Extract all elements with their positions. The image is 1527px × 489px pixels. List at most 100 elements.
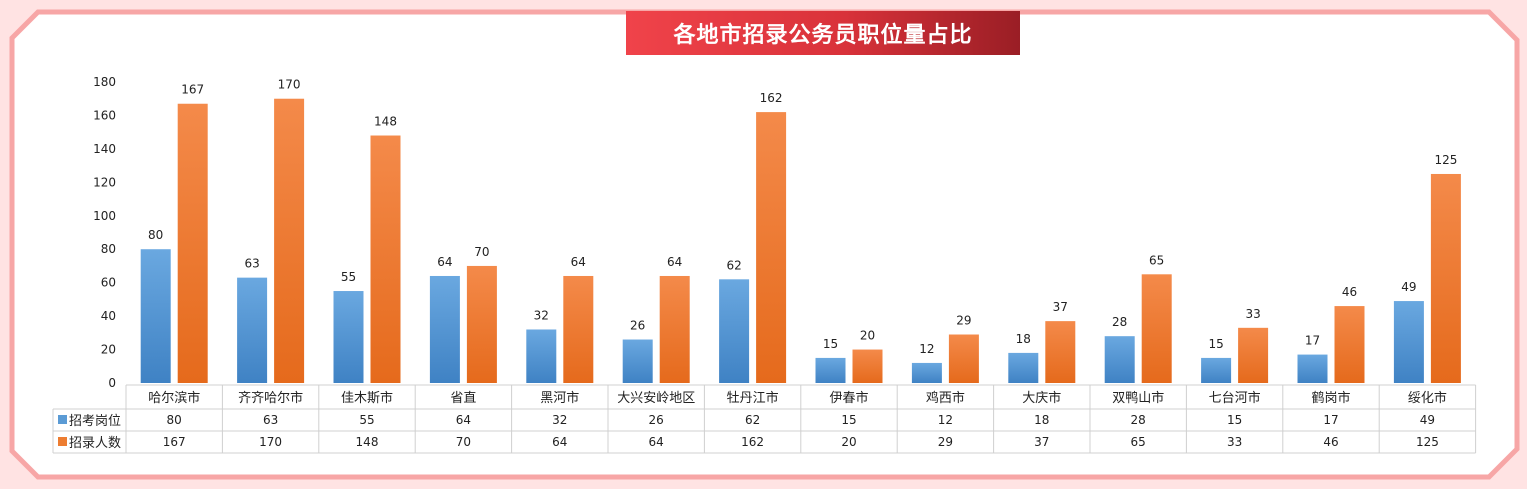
- bar-series1: [1104, 336, 1135, 383]
- bar-series2: [1430, 173, 1461, 383]
- y-axis: 0 20 40 60 80 100 120 140 160 180: [93, 75, 116, 390]
- x-category-label: 双鸭山市: [1112, 390, 1164, 406]
- data-label: 26: [630, 319, 645, 333]
- y-tick-label: 40: [101, 309, 116, 323]
- table-cell: 148: [356, 435, 379, 449]
- table-cell: 55: [359, 413, 374, 427]
- x-category-label: 七台河市: [1209, 390, 1261, 406]
- table-cell: 26: [649, 413, 664, 427]
- table-cell: 64: [456, 413, 471, 427]
- data-label: 12: [919, 342, 934, 356]
- data-label: 55: [341, 270, 356, 284]
- table-cell: 37: [1034, 435, 1049, 449]
- bar-series2: [756, 112, 787, 383]
- table-cell: 29: [938, 435, 953, 449]
- bar-series2: [1238, 327, 1269, 383]
- bar-series1: [815, 357, 846, 383]
- data-label: 63: [244, 257, 259, 271]
- bar-series2: [563, 275, 594, 383]
- data-label: 28: [1112, 315, 1127, 329]
- x-category-label: 鹤岗市: [1311, 390, 1350, 406]
- y-tick-label: 80: [101, 242, 116, 256]
- x-category-label: 大庆市: [1022, 390, 1061, 406]
- legend-swatch: [58, 437, 67, 446]
- table-cell: 46: [1323, 435, 1338, 449]
- data-label: 33: [1245, 307, 1260, 321]
- data-label: 64: [571, 255, 586, 269]
- bar-series2: [1334, 306, 1365, 383]
- bar-series1: [237, 277, 268, 383]
- x-category-label: 齐齐哈尔市: [238, 390, 303, 406]
- table-cell: 32: [552, 413, 567, 427]
- data-label: 20: [860, 329, 875, 343]
- legend-label: 招考岗位: [69, 414, 121, 429]
- bar-series2: [274, 98, 305, 383]
- chart-title: 各地市招录公务员职位量占比: [626, 11, 1020, 55]
- table-cell: 18: [1034, 413, 1049, 427]
- table-cell: 15: [841, 413, 856, 427]
- table-cell: 63: [263, 413, 278, 427]
- y-tick-label: 140: [93, 142, 116, 156]
- data-label: 62: [726, 258, 741, 272]
- bar-series2: [1045, 321, 1076, 383]
- table-cell: 70: [456, 435, 471, 449]
- x-category-label: 伊春市: [829, 390, 868, 406]
- table-cell: 64: [649, 435, 664, 449]
- table-cell: 33: [1227, 435, 1242, 449]
- x-category-label: 哈尔滨市: [148, 390, 200, 406]
- table-cell: 62: [745, 413, 760, 427]
- bar-series2: [1141, 274, 1172, 383]
- bar-series2: [466, 265, 497, 383]
- data-label: 15: [1208, 337, 1223, 351]
- data-label: 29: [956, 314, 971, 328]
- data-label: 148: [374, 115, 397, 129]
- bar-series1: [140, 249, 171, 383]
- bar-series2: [659, 275, 690, 383]
- table-cell: 49: [1420, 413, 1435, 427]
- bar-series1: [719, 279, 750, 383]
- bar-series2: [948, 334, 979, 383]
- data-label: 18: [1016, 332, 1031, 346]
- x-category-label: 大兴安岭地区: [617, 391, 695, 406]
- bar-series2: [177, 103, 208, 383]
- table-cell: 12: [938, 413, 953, 427]
- table-cell: 125: [1416, 435, 1439, 449]
- table-cell: 170: [259, 435, 282, 449]
- table-cell: 15: [1227, 413, 1242, 427]
- x-category-label: 绥化市: [1408, 390, 1447, 406]
- y-tick-label: 160: [93, 108, 116, 122]
- bar-series1: [1297, 354, 1328, 383]
- data-label: 15: [823, 337, 838, 351]
- data-table: 哈尔滨市 齐齐哈尔市 佳木斯市 省直 黑河市 大兴安岭地区 牡丹江市 伊春市 鸡西市 大庆市 双鸭山…: [52, 384, 1477, 454]
- data-label: 70: [474, 245, 489, 259]
- data-label: 65: [1149, 253, 1164, 267]
- bar-series1: [622, 339, 653, 383]
- data-label: 32: [534, 308, 549, 322]
- x-category-label: 牡丹江市: [727, 390, 779, 406]
- bar-series1: [1393, 301, 1424, 383]
- x-category-label: 鸡西市: [926, 390, 965, 406]
- bar-series2: [852, 349, 883, 383]
- y-tick-label: 0: [108, 376, 116, 390]
- data-label: 17: [1305, 334, 1320, 348]
- table-cell: 167: [163, 435, 186, 449]
- data-label: 37: [1053, 300, 1068, 314]
- data-label: 170: [278, 78, 301, 92]
- bar-series2: [370, 135, 401, 383]
- bar-series1: [911, 362, 942, 383]
- data-label: 162: [760, 91, 783, 105]
- bars: [140, 98, 1461, 383]
- table-cell: 162: [741, 435, 764, 449]
- table-cell: 65: [1131, 435, 1146, 449]
- data-label: 46: [1342, 285, 1357, 299]
- y-tick-label: 60: [101, 276, 116, 290]
- y-tick-label: 100: [93, 209, 116, 223]
- y-tick-label: 120: [93, 175, 116, 189]
- legend-label: 招录人数: [69, 436, 121, 451]
- data-label: 49: [1401, 280, 1416, 294]
- y-tick-label: 180: [93, 75, 116, 89]
- bar-series1: [333, 291, 364, 383]
- data-label: 125: [1434, 153, 1457, 167]
- x-category-label: 省直: [450, 391, 476, 406]
